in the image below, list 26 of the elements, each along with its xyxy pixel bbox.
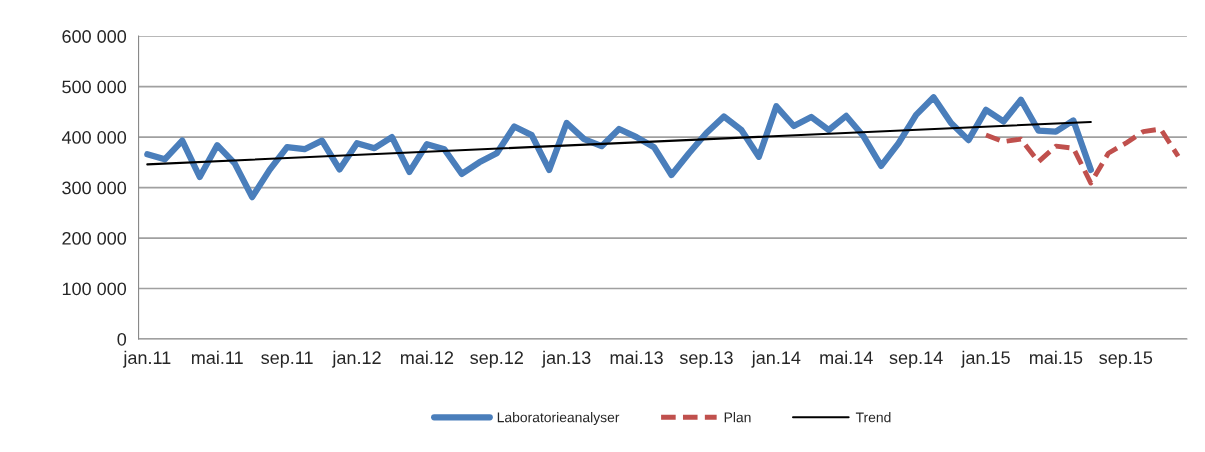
y-tick-label: 400 000 xyxy=(61,131,127,144)
x-tick-label: mai.13 xyxy=(610,350,663,365)
y-tick-label: 300 000 xyxy=(62,181,127,195)
x-tick-label: jan.12 xyxy=(331,350,381,368)
legend-label: Trend xyxy=(855,412,891,423)
legend-label: Plan xyxy=(724,412,751,423)
x-tick-label: mai.12 xyxy=(400,350,454,365)
x-tick-label: jan.13 xyxy=(541,350,591,368)
y-tick-label: 100 000 xyxy=(62,282,127,296)
x-tick-label: sep.15 xyxy=(1099,351,1153,368)
line-series xyxy=(983,126,1181,186)
x-tick-label: jan.11 xyxy=(122,350,171,368)
x-tick-label: sep.12 xyxy=(470,351,523,368)
x-tick-label: mai.15 xyxy=(1029,350,1083,365)
y-tick-label: 200 000 xyxy=(62,231,127,245)
x-tick-label: sep.14 xyxy=(889,351,943,368)
x-tick-label: sep.13 xyxy=(679,351,733,368)
legend-label: Laboratorieanalyser xyxy=(497,412,620,426)
y-tick-label: 500 000 xyxy=(62,80,127,94)
x-tick-label: sep.11 xyxy=(261,351,313,368)
x-tick-label: jan.15 xyxy=(960,350,1010,368)
y-tick-label: 0 xyxy=(117,332,127,346)
x-tick-label: jan.14 xyxy=(751,350,801,368)
x-tick-label: mai.11 xyxy=(191,350,243,365)
x-tick-label: mai.14 xyxy=(820,350,873,365)
y-tick-label: 600 000 xyxy=(62,30,127,43)
